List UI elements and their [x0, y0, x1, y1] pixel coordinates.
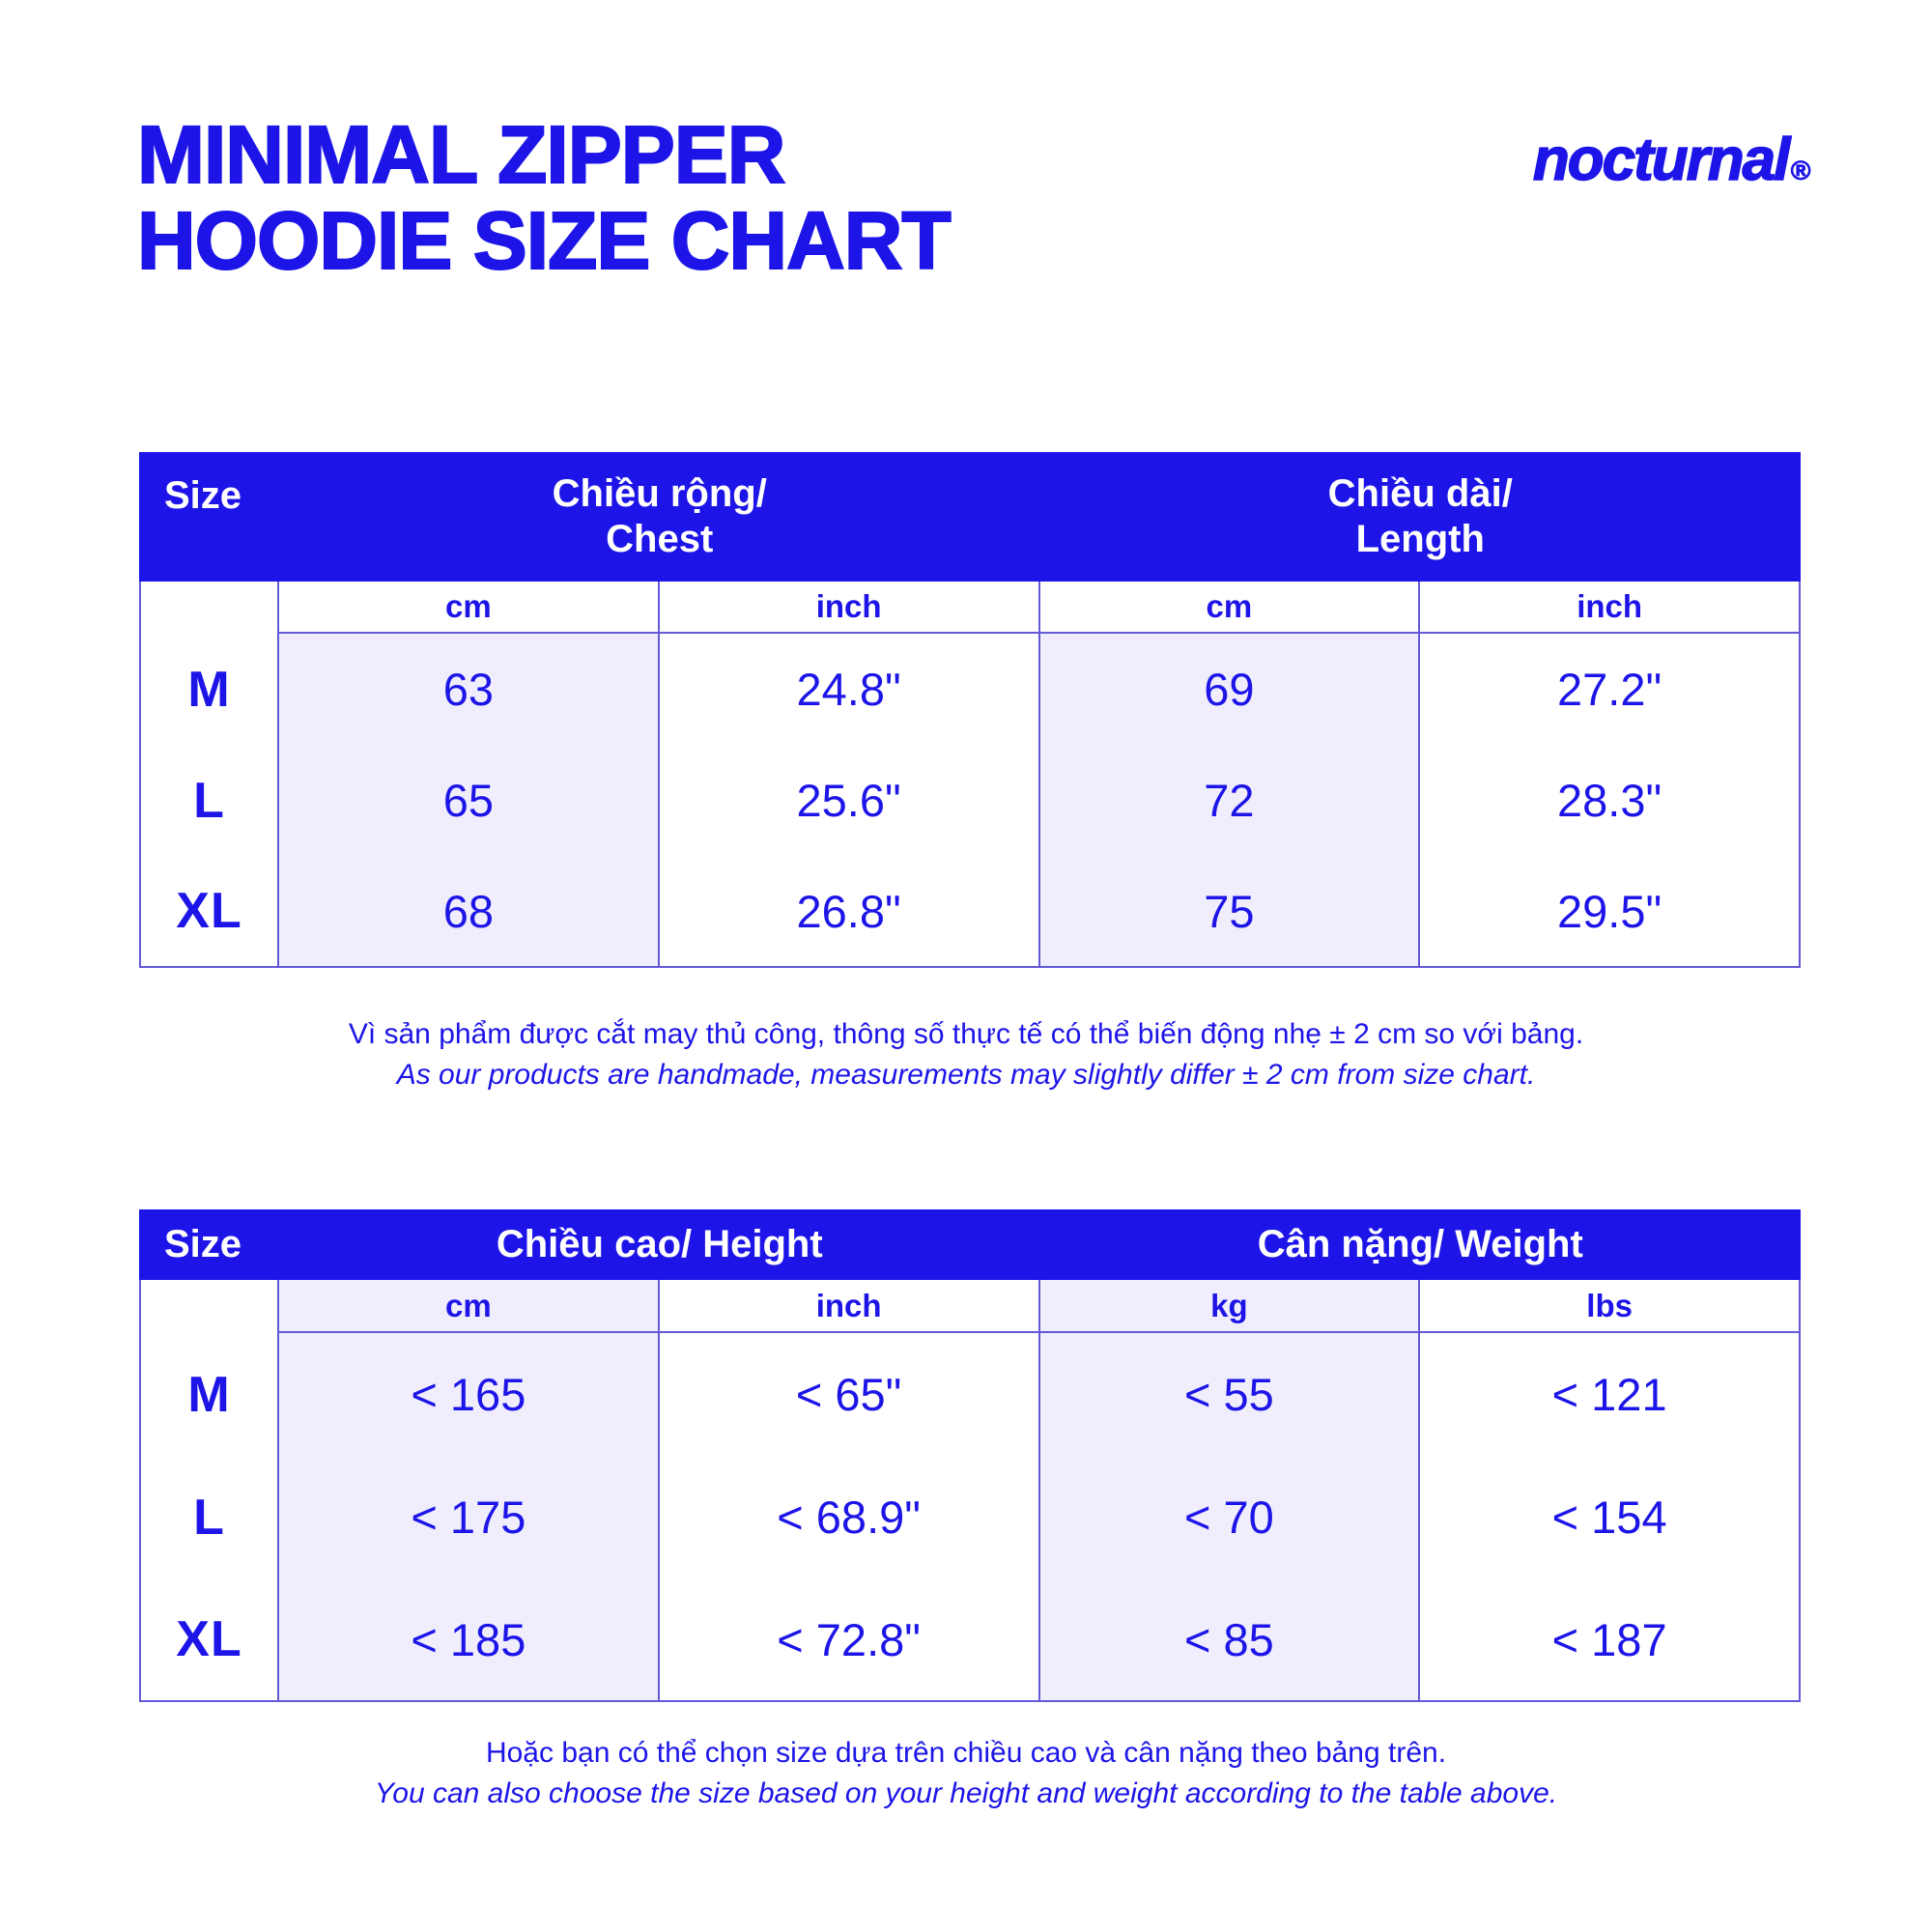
- page-title: MINIMAL ZIPPER HOODIE SIZE CHART: [136, 109, 952, 286]
- value-cell: 75: [1039, 856, 1421, 968]
- unit-cell-cm: cm: [1039, 582, 1421, 634]
- value-cell: < 65": [660, 1333, 1040, 1456]
- height-weight-note-english: You can also choose the size based on yo…: [374, 1777, 1558, 1809]
- value-cell: 27.2": [1420, 634, 1801, 745]
- value-cell: < 85: [1039, 1578, 1421, 1702]
- unit-cell-inch: inch: [659, 1280, 1040, 1333]
- size-table-note: Vì sản phẩm được cắt may thủ công, thông…: [0, 1014, 1932, 1095]
- size-table-note-english: As our products are handmade, measuremen…: [396, 1059, 1536, 1091]
- row-size-label: L: [139, 1456, 279, 1578]
- group-header-2: Chiều dài/Length: [1039, 452, 1801, 582]
- brand-name: nocturnal: [1532, 126, 1791, 194]
- value-cell: 69: [1039, 634, 1421, 745]
- value-cell: < 175: [279, 1456, 660, 1578]
- value-cell: < 154: [1420, 1456, 1801, 1578]
- value-cell: < 165: [279, 1333, 660, 1456]
- value-cell: 29.5": [1420, 856, 1801, 968]
- height-weight-note-vietnamese: Hoặc bạn có thể chọn size dựa trên chiều…: [485, 1737, 1447, 1769]
- height-weight-table: Size Chiều cao/ Height Cân nặng/ Weight cm i…: [139, 1209, 1801, 1702]
- unit-cell-inch: inch: [1420, 582, 1801, 634]
- value-cell: 25.6": [660, 745, 1040, 856]
- value-cell: < 187: [1420, 1578, 1801, 1702]
- garment-size-table: Size Chiều rộng/Chest Chiều dài/Length cm in…: [139, 452, 1801, 968]
- group-header-line-vi: Chiều rộng/: [552, 472, 767, 515]
- row-size-label: M: [139, 634, 279, 745]
- value-cell: < 72.8": [659, 1578, 1040, 1702]
- height-weight-note: Hoặc bạn có thể chọn size dựa trên chiều…: [0, 1733, 1932, 1814]
- row-size-label: XL: [139, 1578, 279, 1702]
- group-header-1: Chiều cao/ Height: [279, 1209, 1040, 1280]
- units-corner-cell: [139, 1280, 279, 1333]
- value-cell: 65: [279, 745, 660, 856]
- value-cell: 24.8": [660, 634, 1040, 745]
- value-cell: 26.8": [659, 856, 1040, 968]
- units-corner-cell: [139, 582, 279, 634]
- value-cell: 72: [1039, 745, 1421, 856]
- value-cell: < 70: [1039, 1456, 1421, 1578]
- value-cell: 68: [279, 856, 660, 968]
- value-cell: < 121: [1420, 1333, 1801, 1456]
- page-title-line-1: MINIMAL ZIPPER: [136, 109, 786, 200]
- value-cell: < 55: [1039, 1333, 1421, 1456]
- value-cell: < 68.9": [660, 1456, 1040, 1578]
- row-size-label: L: [139, 745, 279, 856]
- size-table-note-vietnamese: Vì sản phẩm được cắt may thủ công, thông…: [348, 1018, 1584, 1050]
- page-title-line-2: HOODIE SIZE CHART: [136, 195, 952, 286]
- brand-logo: nocturnal®: [1532, 126, 1811, 194]
- group-header-line-vi: Chiều dài/: [1327, 472, 1513, 515]
- unit-cell-cm: cm: [279, 582, 660, 634]
- row-size-label: XL: [139, 856, 279, 968]
- unit-cell-inch: inch: [659, 582, 1040, 634]
- value-cell: 63: [279, 634, 660, 745]
- size-column-header: Size: [139, 1209, 279, 1280]
- group-header-1: Chiều rộng/Chest: [279, 452, 1040, 582]
- value-cell: < 185: [279, 1578, 660, 1702]
- unit-cell-kg: kg: [1039, 1280, 1421, 1333]
- group-header-2: Cân nặng/ Weight: [1039, 1209, 1801, 1280]
- group-header-line-en: Chest: [606, 518, 714, 560]
- unit-cell-cm: cm: [279, 1280, 660, 1333]
- row-size-label: M: [139, 1333, 279, 1456]
- unit-cell-lbs: lbs: [1420, 1280, 1801, 1333]
- value-cell: 28.3": [1420, 745, 1801, 856]
- registered-trademark-icon: ®: [1790, 156, 1811, 186]
- size-column-header: Size: [139, 452, 279, 582]
- group-header-line-en: Length: [1355, 518, 1485, 560]
